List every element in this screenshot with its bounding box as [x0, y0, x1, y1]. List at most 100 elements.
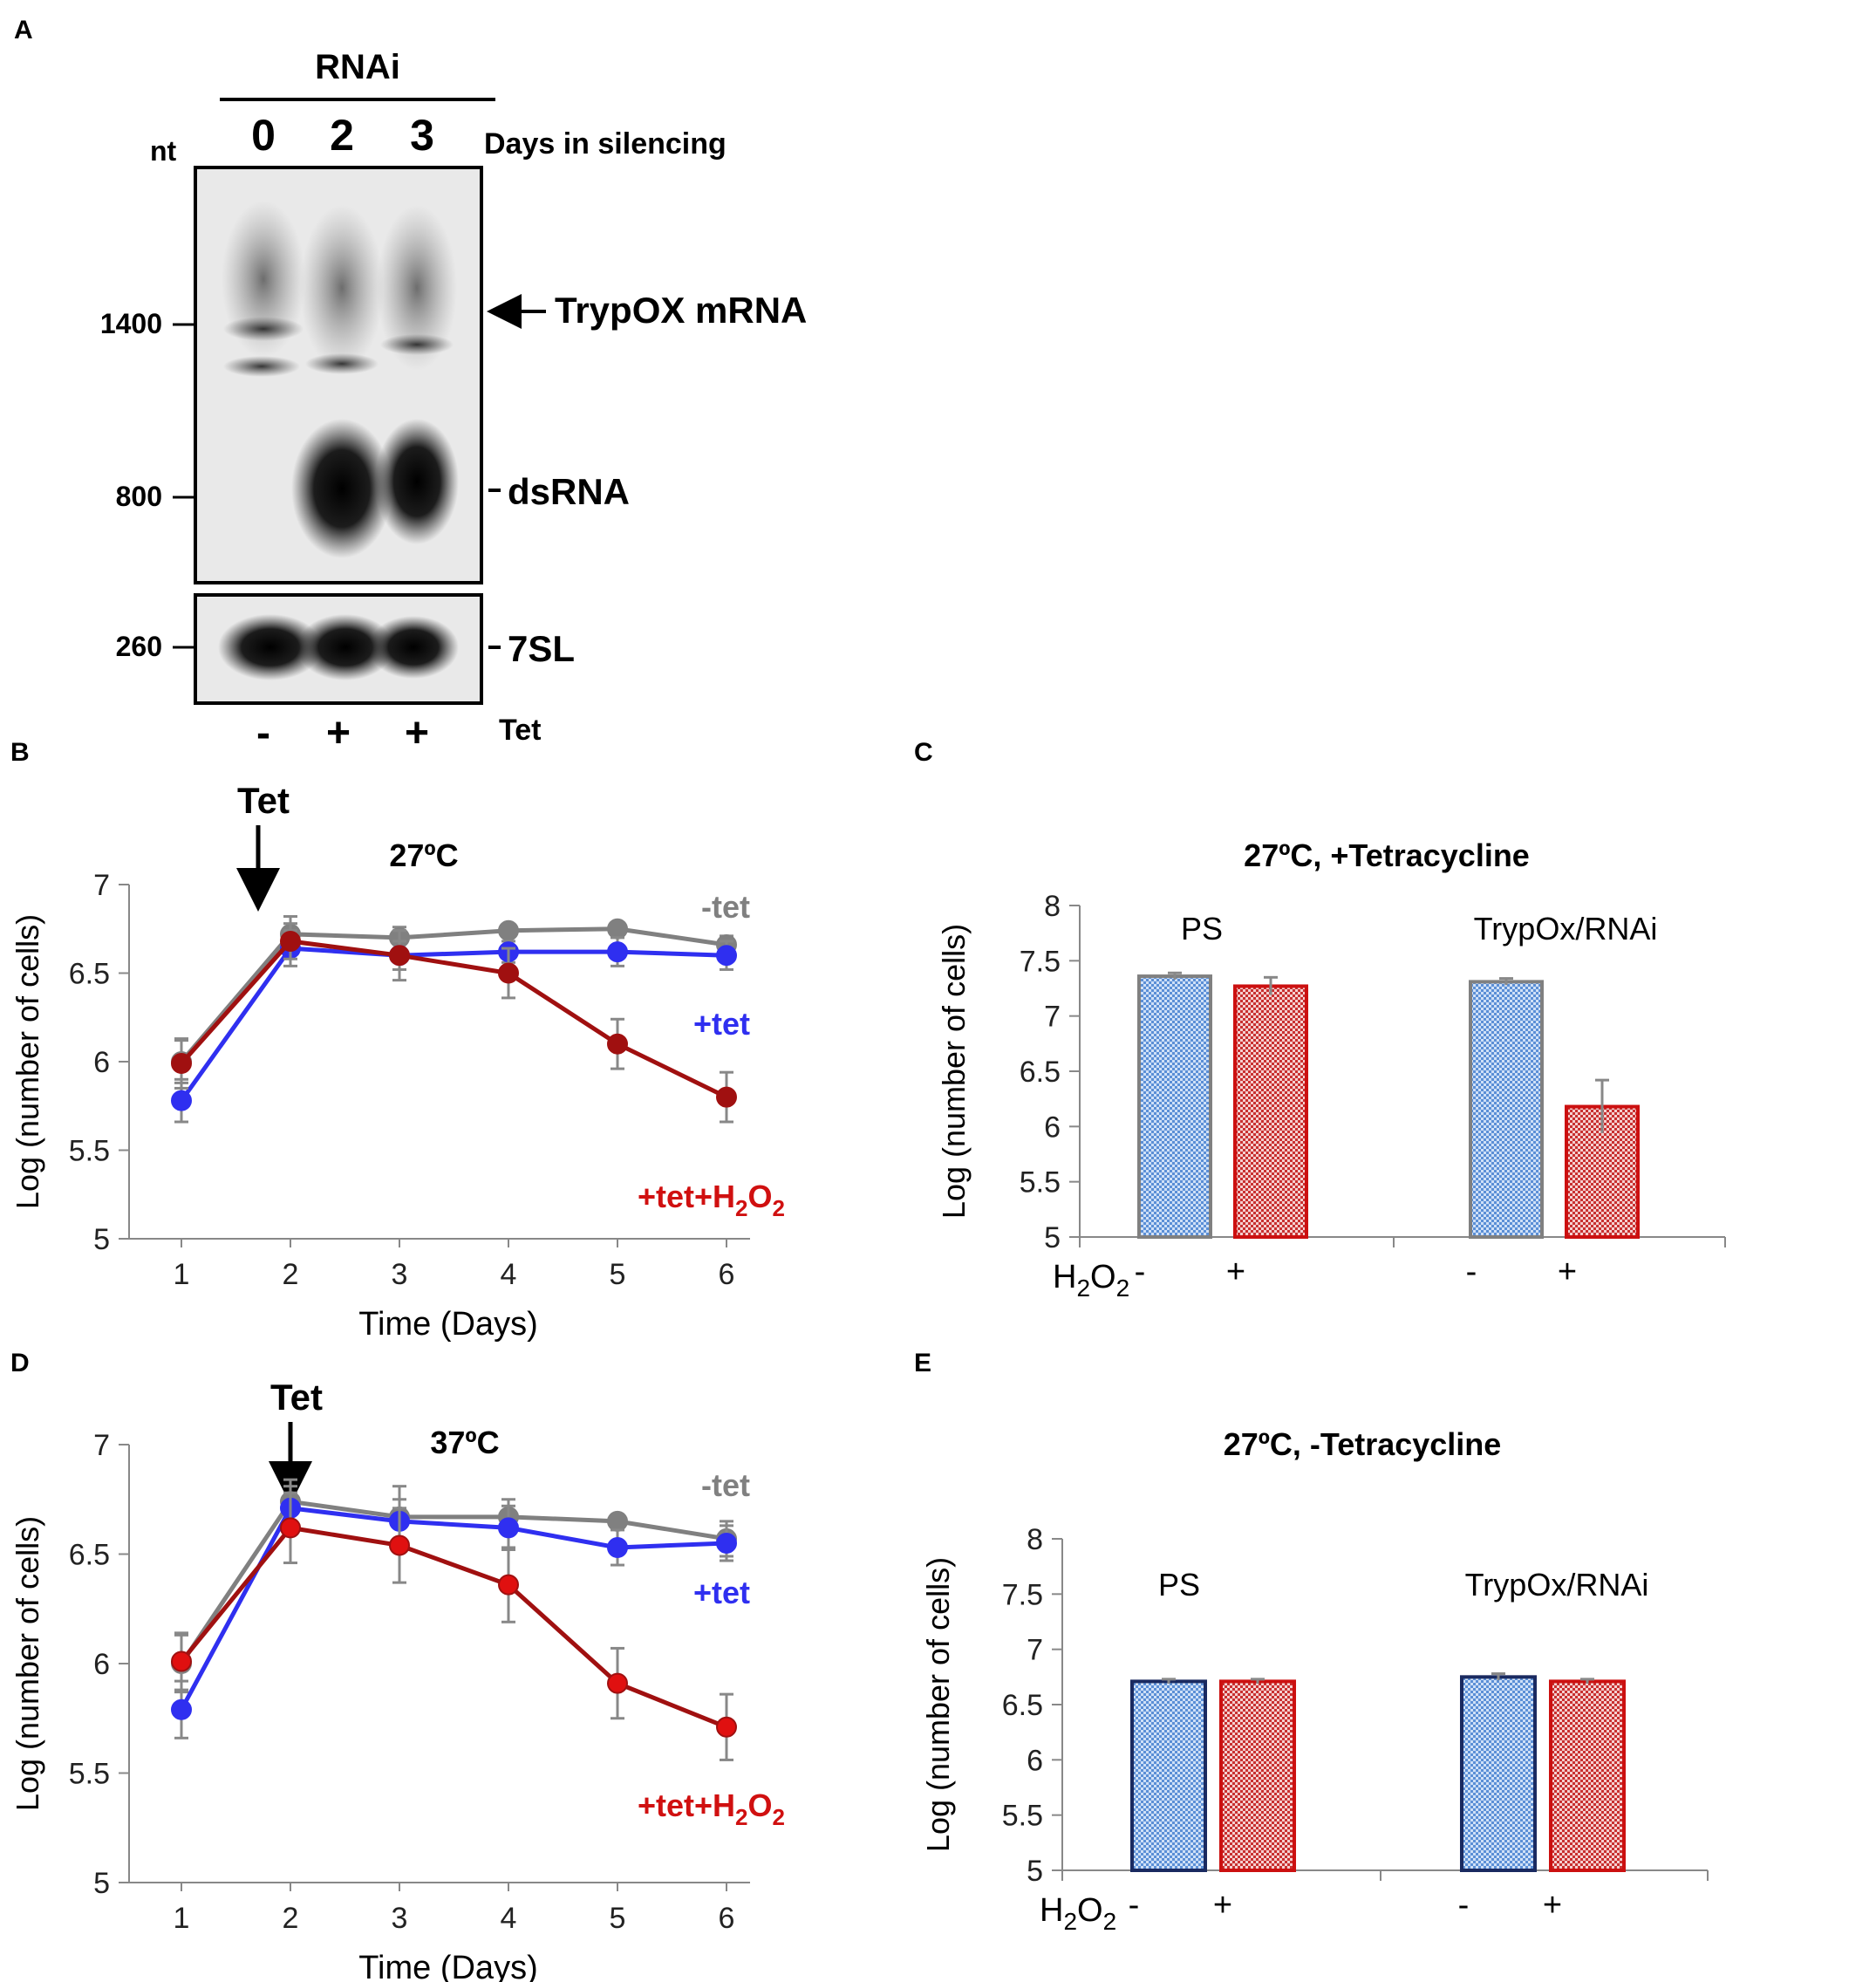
series-line-2 — [180, 1525, 727, 1730]
y-tick-label: 6.5 — [1020, 1056, 1061, 1089]
group-label: TrypOx/RNAi — [1474, 911, 1658, 947]
data-point — [498, 919, 519, 941]
x-tick-label: 2 — [283, 1902, 299, 1935]
y-tick-label: 6 — [93, 1648, 110, 1681]
bar-plus-h2o2 — [1233, 984, 1308, 1239]
x-tick-label: 4 — [501, 1258, 517, 1291]
h2o2-sign: - — [1458, 1887, 1470, 1924]
y-tick-label: 6.5 — [69, 958, 110, 991]
data-point — [171, 1053, 192, 1075]
data-point — [716, 1086, 737, 1108]
blot-tet-sign-lane2: + — [326, 710, 351, 756]
y-tick-label: 5 — [1027, 1855, 1043, 1888]
h2o2-text: H — [1053, 1259, 1076, 1295]
blot-smear-lane1 — [222, 201, 305, 358]
x-tick-label: 3 — [392, 1258, 408, 1291]
blot-lane-2: 2 — [330, 111, 354, 160]
y-tick-label: 5 — [93, 1223, 110, 1256]
y-tick-label: 5 — [93, 1867, 110, 1900]
h2o2-row-label: H2O2 — [1040, 1892, 1116, 1935]
data-point — [389, 1534, 410, 1556]
data-point — [607, 1536, 628, 1558]
panel-label-c: C — [914, 738, 933, 767]
y-tick-label: 8 — [1044, 890, 1061, 923]
group-label: PS — [1158, 1567, 1200, 1603]
y-tick-label: 6.5 — [69, 1539, 110, 1572]
group-label: TrypOx/RNAi — [1465, 1567, 1649, 1603]
blot-smear-lane2 — [300, 205, 384, 371]
panel-label-d: D — [10, 1349, 30, 1377]
x-axis-title: Time (Days) — [358, 1306, 537, 1343]
y-tick-label: 6 — [93, 1046, 110, 1079]
h2o2-sign: - — [1129, 1887, 1140, 1924]
data-point — [280, 1517, 301, 1539]
blot-target-label: TrypOX mRNA — [555, 290, 807, 331]
y-tick-label: 7 — [1027, 1634, 1043, 1667]
x-tick-label: 2 — [283, 1258, 299, 1291]
data-point — [716, 1716, 737, 1738]
h2o2-subscript: 2 — [1116, 1275, 1130, 1302]
bar-plus-h2o2 — [1549, 1679, 1626, 1873]
legend-subscript: 2 — [773, 1804, 785, 1830]
tet-annotation: Tet — [237, 780, 290, 821]
legend-text: +tet+H — [638, 1787, 735, 1823]
bar-minus-h2o2 — [1460, 1675, 1537, 1873]
blot-nt-label: nt — [150, 135, 177, 167]
h2o2-subscript: 2 — [1103, 1908, 1117, 1935]
chart-title: 27ºC, -Tetracycline — [1224, 1426, 1502, 1462]
legend-subscript: 2 — [735, 1195, 747, 1221]
data-point — [607, 1033, 628, 1055]
y-tick-label: 7 — [93, 1429, 110, 1462]
legend-plus-tet: +tet — [693, 1575, 750, 1610]
blot-tet-sign-lane3: + — [405, 710, 429, 756]
y-tick-label: 5 — [1044, 1221, 1061, 1254]
y-axis-title: Log (number of cells) — [10, 1516, 45, 1811]
blot-7sl-lane1 — [218, 614, 323, 680]
blot-lane-3: 3 — [410, 111, 434, 160]
y-tick-label: 8 — [1027, 1523, 1043, 1556]
bar-minus-h2o2 — [1469, 980, 1544, 1240]
y-axis-title: Log (number of cells) — [10, 914, 45, 1209]
legend-plus-tet-h2o2: +tet+H2O2 — [638, 1179, 785, 1221]
x-axis-title: Time (Days) — [358, 1950, 537, 1982]
h2o2-subscript: 2 — [1063, 1908, 1077, 1935]
x-tick-label: 5 — [610, 1902, 626, 1935]
h2o2-sign: + — [1558, 1254, 1577, 1290]
h2o2-text: O — [1090, 1259, 1116, 1295]
blot-marker-260: 260 — [116, 631, 162, 662]
series-line-1 — [179, 946, 727, 1103]
chart-d-growth-37c: 5 5.5 6 6.5 7 1 2 3 4 5 6 Time (Days) Log (number of… — [10, 1377, 785, 1982]
chart-b-growth-27c: 5 5.5 6 6.5 7 1 2 3 4 5 6 Time (Days) Log (number of… — [10, 780, 785, 1343]
h2o2-subscript: 2 — [1076, 1275, 1090, 1302]
legend-minus-tet: -tet — [701, 889, 750, 925]
data-point — [498, 1517, 519, 1539]
blot-dsrna-lane2 — [291, 419, 392, 558]
data-point — [607, 918, 628, 940]
chart-title: 37ºC — [430, 1425, 499, 1460]
series-line-2 — [180, 939, 728, 1099]
blot-band-trypox-lane3 — [380, 334, 454, 355]
data-point — [171, 1698, 192, 1720]
blot-days-label: Days in silencing — [484, 127, 727, 161]
y-axis-title: Log (number of cells) — [920, 1557, 956, 1852]
chart-e-bars-minus-tet: 5 5.5 6 6.5 7 7.5 8 27ºC, -Tetracycline Log (num… — [920, 1426, 1709, 1935]
data-point — [607, 941, 628, 963]
chart-c-bars-plus-tet: 5 5.5 6 6.5 7 7.5 8 27ºC, +Tetracycline Log (num… — [936, 837, 1726, 1302]
blot-control-label: 7SL — [508, 628, 575, 669]
x-tick-label: 3 — [392, 1902, 408, 1935]
group-label: PS — [1181, 911, 1223, 947]
data-point — [498, 1574, 519, 1596]
legend-text: +tet+H — [638, 1179, 735, 1214]
x-tick-label: 4 — [501, 1902, 517, 1935]
h2o2-sign: + — [1543, 1887, 1562, 1924]
blot-marker-800: 800 — [116, 481, 162, 512]
tet-annotation: Tet — [270, 1377, 323, 1418]
legend-subscript: 2 — [773, 1195, 785, 1221]
legend-text: O — [748, 1787, 773, 1823]
panel-label-a: A — [14, 16, 33, 44]
y-tick-label: 5.5 — [1020, 1166, 1061, 1199]
legend-minus-tet: -tet — [701, 1467, 750, 1503]
blot-7sl-lane2 — [297, 614, 394, 680]
bar-plus-h2o2 — [1219, 1679, 1296, 1873]
y-tick-label: 5.5 — [69, 1758, 110, 1791]
